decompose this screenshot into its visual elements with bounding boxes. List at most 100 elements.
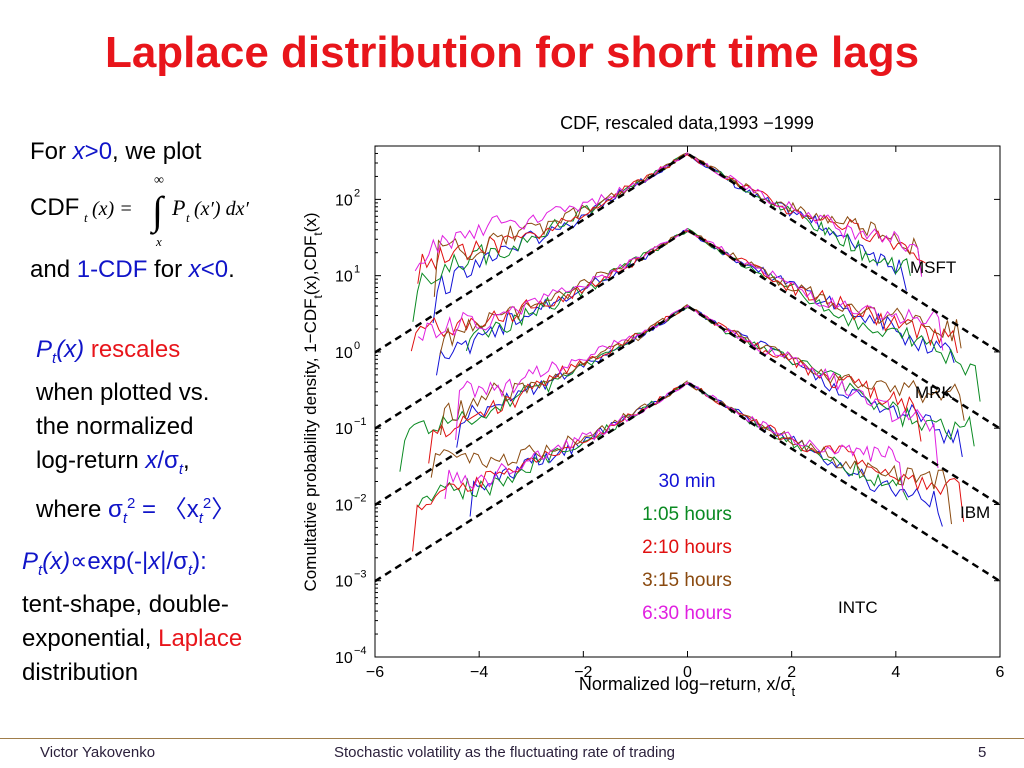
data-series-line	[687, 153, 923, 277]
footer-divider	[0, 738, 1024, 739]
laplace-fit-line	[374, 152, 1001, 354]
formula-p: P	[171, 195, 185, 220]
data-series-line	[444, 381, 688, 500]
slide-title: Laplace distribution for short time lags	[104, 28, 920, 77]
data-series-line	[430, 380, 688, 478]
y-tick-exponent: −4	[354, 645, 367, 657]
data-series-line	[687, 231, 962, 349]
intro-text-plot: , we plot	[112, 138, 202, 165]
y-tick-exponent: 2	[354, 187, 360, 199]
y-tick-label: 10	[335, 574, 353, 591]
x-tick-label: −6	[366, 664, 384, 681]
p1-comma: ,	[183, 446, 190, 474]
y-tick-label: 10	[335, 192, 353, 209]
y-tick-exponent: 1	[354, 264, 360, 276]
p2-prop-exp: ∝exp(-|	[70, 548, 149, 575]
legend-entry: 2:10 hours	[642, 537, 732, 558]
data-series-line	[432, 153, 688, 324]
data-series-line	[687, 304, 975, 447]
laplace-line-2: tent-shape, double-	[22, 590, 229, 618]
x-tick-label: 0	[683, 664, 692, 681]
intro-gt-zero: >0	[84, 138, 113, 165]
legend-entry: 1:05 hours	[642, 504, 732, 525]
p2-slash-sigma: |/σ	[160, 548, 188, 575]
data-series-line	[687, 382, 965, 522]
x-tick-label: 2	[787, 664, 796, 681]
laplace-fit-line	[374, 228, 1001, 430]
stock-label: IBM	[960, 503, 990, 522]
p2-var-x: x	[148, 548, 161, 575]
x-tick-label: 4	[891, 664, 900, 681]
rescale-line-5: where σt2 = 〈xt2〉	[36, 487, 235, 536]
y-tick-exponent: −1	[354, 416, 367, 428]
fit-layer	[374, 152, 1001, 583]
y-tick-label: 10	[335, 269, 353, 286]
data-series-line	[687, 304, 939, 469]
formula-cdf-label: CDF	[30, 194, 79, 221]
y-tick-label: 10	[335, 650, 353, 667]
data-series-line	[687, 304, 922, 442]
intro-var-x: x	[72, 138, 85, 165]
lt-zero: <0	[200, 256, 229, 283]
laplace-fit-line	[374, 380, 1001, 583]
rescale-line-4: log-return x/σt,	[36, 444, 235, 487]
footer-author: Victor Yakovenko	[40, 744, 156, 761]
laplace-line-4: distribution	[22, 658, 139, 686]
legend-layer: 30 min 1:05 hours 2:10 hours 3:15 hours 6:30…	[615, 460, 755, 630]
data-series-line	[687, 230, 944, 351]
legend-box	[615, 460, 755, 630]
p1-sigma-sq: 2	[127, 494, 136, 512]
y-tick-label: 10	[335, 421, 353, 438]
for-text: for	[147, 256, 189, 283]
p2-close: ):	[192, 548, 207, 575]
and-text: and	[30, 256, 77, 283]
cdf-chart: CDF, rescaled data,1993 −1999 −6 −4 −2 0 2 4 6…	[301, 113, 1005, 699]
chart-title: CDF, rescaled data,1993 −1999	[560, 113, 814, 133]
cdf-formula: CDF t (x) = ∞ ∫ x P t (x′) dx′	[30, 173, 249, 249]
p1-sigma-t: t	[122, 509, 128, 527]
x-tick-label: 6	[996, 664, 1005, 681]
p2-exponential: exponential,	[22, 624, 159, 652]
rescale-line-2: when plotted vs.	[36, 378, 210, 406]
laplace-fit-line	[374, 304, 1001, 506]
data-series-line	[687, 152, 923, 275]
p1-x: (x)	[56, 336, 85, 363]
y-tick-label: 10	[335, 345, 353, 362]
x-axis-label: Normalized log−return, x/σt	[579, 674, 796, 699]
x-tick-label: −2	[574, 664, 592, 681]
stock-label: MRK	[915, 383, 953, 402]
p2-sub-t: t	[38, 561, 43, 579]
footer-page-number: 5	[978, 744, 987, 761]
p1-p: P	[36, 336, 53, 363]
y-tick-label: 10	[335, 497, 353, 514]
data-series-line	[687, 305, 963, 457]
data-series-line	[440, 303, 688, 435]
p2-laplace: Laplace	[158, 624, 243, 652]
legend-entry: 3:15 hours	[642, 570, 732, 591]
p1-rescales: rescales	[84, 336, 181, 363]
legend-entry: 6:30 hours	[642, 603, 732, 624]
y-tick-exponent: −2	[354, 492, 367, 504]
formula-upper-limit: ∞	[154, 173, 164, 188]
p1-x-sq: 2	[202, 494, 212, 512]
p2-x: (x)	[42, 548, 71, 575]
legend-entry: 30 min	[658, 471, 715, 492]
rescale-line-1: Pt(x) rescales	[36, 333, 235, 376]
formula-lhs: (x) =	[92, 198, 133, 220]
p1-logreturn: log-return	[36, 446, 146, 474]
data-series-line	[687, 154, 926, 264]
formula-rhs: (x′) dx′	[194, 198, 249, 220]
rescale-line-3: the normalized	[36, 412, 194, 440]
p1-sigma-sub: t	[178, 460, 184, 478]
y-tick-exponent: −3	[354, 569, 367, 581]
data-series-line	[412, 153, 688, 322]
and-line: and 1-CDF for x<0.	[30, 253, 235, 287]
and-var-x: x	[188, 256, 201, 283]
stock-labels: MSFT MRK IBM INTC	[838, 258, 990, 617]
p2-sigma-sub: t	[187, 561, 193, 579]
data-series-line	[417, 227, 688, 342]
p1-sigma: σ	[108, 495, 123, 523]
formula-integral-sign: ∫	[149, 188, 166, 235]
one-minus-cdf: 1-CDF	[76, 256, 148, 283]
